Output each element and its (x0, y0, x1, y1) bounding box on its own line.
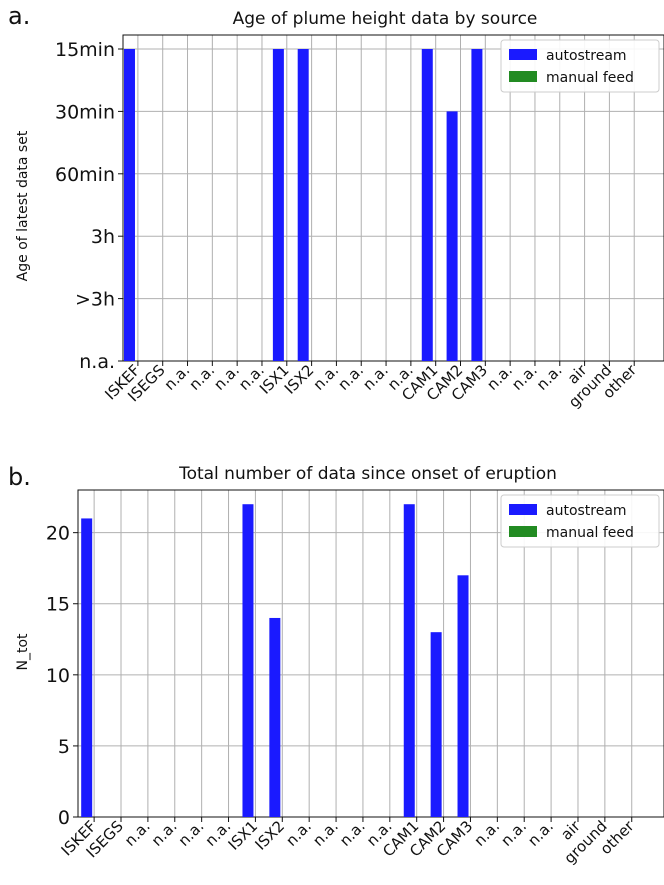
y-tick-label: 20 (46, 523, 70, 545)
x-tick-label: n.a. (175, 817, 208, 850)
panel-a-title: Age of plume height data by source (233, 9, 538, 29)
panel-b-label: b. (8, 463, 31, 491)
y-tick-label: >3h (75, 289, 115, 311)
x-tick-label: n.a. (336, 817, 369, 850)
bar-autostream (421, 49, 433, 361)
panel-a-ylabel: Age of latest data set (15, 130, 31, 281)
bar-autostream (272, 49, 284, 361)
legend-box (500, 494, 660, 548)
y-tick-label: 3h (91, 226, 115, 248)
y-tick-label: 10 (46, 665, 70, 687)
bar-autostream (242, 504, 254, 817)
y-tick-label: 0 (58, 807, 70, 829)
x-tick-label: n.a. (470, 817, 503, 850)
bar-autostream (457, 575, 469, 817)
y-tick-label: n.a. (79, 351, 115, 373)
axes-frame (77, 489, 664, 818)
legend-label: autostream (546, 503, 627, 519)
legend-box (500, 39, 660, 93)
legend-label: manual feed (546, 70, 634, 86)
bar-autostream (403, 504, 415, 817)
axes-frame (122, 34, 664, 362)
bar-autostream (269, 617, 281, 817)
y-tick-label: 15 (46, 594, 70, 616)
panel-b-ylabel: N_tot (15, 633, 31, 671)
plots-layer: n.a.>3h3h60min30min15minISKEFISEGSn.a.n.… (46, 34, 664, 867)
y-tick-label: 30min (55, 101, 115, 123)
panel-b-plot: 05101520ISKEFISEGSn.a.n.a.n.a.n.a.ISX1IS… (46, 489, 664, 867)
x-tick-label: n.a. (309, 817, 342, 850)
legend-swatch (509, 71, 537, 82)
x-tick-label: n.a. (282, 817, 315, 850)
bar-autostream (446, 111, 458, 362)
x-tick-label: n.a. (121, 817, 154, 850)
bar-autostream (81, 518, 93, 817)
bar-autostream (430, 632, 442, 817)
x-tick-label: n.a. (497, 817, 530, 850)
bar-autostream (297, 49, 309, 361)
panel-a-label: a. (8, 2, 30, 30)
legend-label: autostream (546, 48, 627, 64)
legend-swatch (509, 49, 537, 60)
x-tick-label: n.a. (148, 817, 181, 850)
x-tick-label: n.a. (533, 361, 566, 394)
x-tick-label: n.a. (524, 817, 557, 850)
legend-label: manual feed (546, 525, 634, 541)
bar-autostream (123, 49, 135, 361)
legend-swatch (509, 504, 537, 515)
bar-autostream (471, 49, 483, 361)
y-tick-label: 15min (55, 39, 115, 61)
panel-b-title: Total number of data since onset of erup… (178, 464, 557, 484)
y-tick-label: 5 (58, 736, 70, 758)
panel-a-plot: n.a.>3h3h60min30min15minISKEFISEGSn.a.n.… (55, 34, 664, 411)
legend-swatch (509, 526, 537, 537)
y-tick-label: 60min (55, 164, 115, 186)
